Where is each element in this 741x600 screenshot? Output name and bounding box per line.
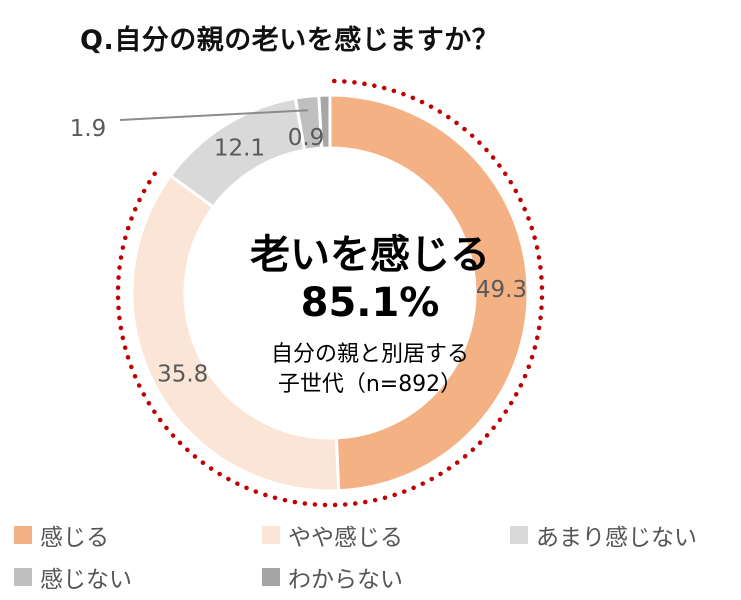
slice-わからない	[317, 93, 332, 150]
slice-label-あまり感じない: 12.1	[214, 135, 265, 161]
slice-label-感じる: 49.3	[476, 277, 527, 303]
legend-item-わからない: わからない	[262, 560, 403, 594]
legend-label: わからない	[288, 567, 403, 593]
legend-swatch	[14, 526, 32, 544]
legend-swatch	[14, 568, 32, 586]
legend-label: 感じない	[40, 567, 132, 593]
legend-label: 感じる	[40, 525, 109, 551]
slice-label-感じない: 1.9	[70, 116, 107, 142]
center-subtitle-1: 自分の親と別居する	[270, 342, 469, 367]
leader-line-1.9	[119, 109, 309, 121]
legend-item-あまり感じない: あまり感じない	[510, 518, 697, 552]
legend-item-やや感じる: やや感じる	[262, 518, 403, 552]
slice-感じる	[328, 93, 530, 493]
center-value: 85.1%	[300, 280, 440, 326]
slice-label-わからない: 0.9	[288, 125, 325, 151]
legend-item-感じない: 感じない	[14, 560, 132, 594]
legend-item-感じる: 感じる	[14, 518, 109, 552]
legend: 感じる やや感じる あまり感じない感じない わからない	[14, 518, 734, 600]
slice-label-やや感じる: 35.8	[157, 362, 208, 388]
chart-title: Q.自分の親の老いを感じますか？	[80, 25, 500, 56]
donut-chart: 49.3 35.8 12.1 1.9 0.9	[70, 78, 545, 508]
legend-swatch	[262, 526, 280, 544]
legend-label: あまり感じない	[536, 525, 697, 551]
legend-label: やや感じる	[288, 525, 403, 551]
center-subtitle-2: 子世代（n=892）	[277, 372, 463, 397]
legend-swatch	[262, 568, 280, 586]
slice-やや感じる	[130, 173, 341, 493]
center-headline: 老いを感じる	[250, 232, 490, 278]
legend-swatch	[510, 526, 528, 544]
